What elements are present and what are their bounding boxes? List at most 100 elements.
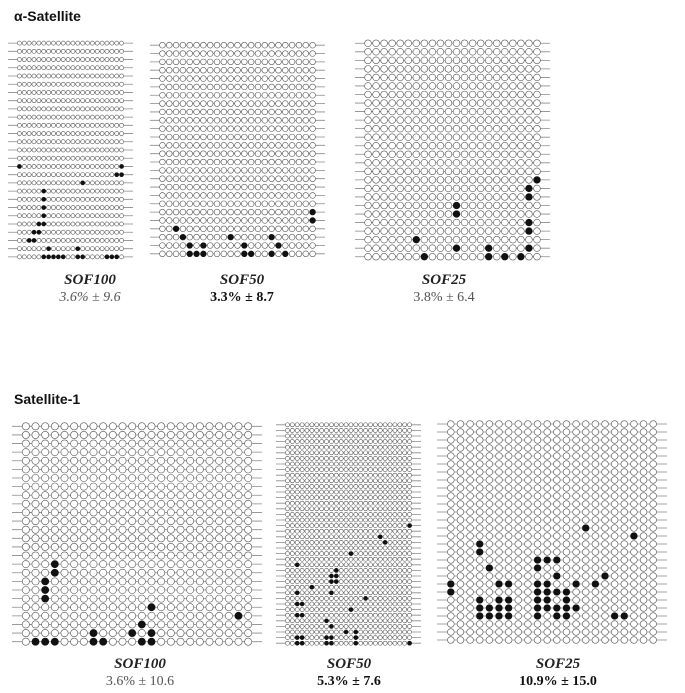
unmethylated-cpg [200, 133, 207, 141]
unmethylated-cpg [524, 564, 532, 572]
unmethylated-cpg [166, 431, 175, 439]
unmethylated-cpg [382, 534, 388, 540]
unmethylated-cpg [289, 495, 295, 500]
unmethylated-cpg [295, 167, 303, 174]
unmethylated-cpg [195, 482, 204, 491]
unmethylated-cpg [261, 250, 268, 257]
unmethylated-cpg [147, 422, 156, 431]
unmethylated-cpg [207, 67, 214, 74]
unmethylated-cpg [224, 534, 233, 543]
unmethylated-cpg [157, 594, 166, 603]
unmethylated-cpg [452, 227, 461, 235]
unmethylated-cpg [495, 532, 503, 540]
unmethylated-cpg [387, 635, 393, 640]
unmethylated-cpg [79, 508, 88, 517]
unmethylated-cpg [412, 56, 420, 65]
unmethylated-cpg [118, 551, 127, 560]
unmethylated-cpg [60, 180, 66, 186]
unmethylated-cpg [377, 523, 383, 528]
panel-caption-sat1-sof50: SOF50 5.3% ± 7.6 [259, 655, 439, 691]
unmethylated-cpg [460, 142, 469, 150]
unmethylated-cpg [247, 158, 255, 166]
unmethylated-cpg [368, 467, 373, 472]
unmethylated-cpg [504, 476, 513, 484]
unmethylated-cpg [509, 107, 517, 116]
unmethylated-cpg [392, 523, 398, 528]
unmethylated-cpg [285, 472, 290, 478]
unmethylated-cpg [294, 500, 300, 506]
unmethylated-cpg [166, 200, 173, 207]
unmethylated-cpg [404, 99, 412, 107]
unmethylated-cpg [36, 57, 42, 62]
unmethylated-cpg [343, 534, 349, 540]
unmethylated-cpg [649, 484, 657, 492]
unmethylated-cpg [295, 175, 303, 182]
unmethylated-cpg [299, 523, 305, 528]
unmethylated-cpg [21, 525, 30, 534]
unmethylated-cpg [348, 540, 354, 545]
unmethylated-cpg [94, 65, 100, 71]
unmethylated-cpg [299, 472, 305, 478]
unmethylated-cpg [620, 492, 628, 500]
unmethylated-cpg [412, 142, 420, 150]
unmethylated-cpg [159, 158, 166, 166]
methylated-cpg [452, 210, 461, 218]
unmethylated-cpg [572, 484, 580, 492]
unmethylated-cpg [501, 99, 509, 107]
unmethylated-cpg [382, 601, 388, 607]
unmethylated-cpg [295, 75, 303, 82]
unmethylated-cpg [261, 150, 268, 157]
unmethylated-cpg [456, 492, 465, 500]
unmethylated-cpg [55, 106, 61, 112]
unmethylated-cpg [137, 594, 146, 603]
unmethylated-cpg [70, 551, 79, 560]
unmethylated-cpg [447, 596, 455, 604]
unmethylated-cpg [485, 184, 493, 193]
unmethylated-cpg [329, 484, 334, 489]
unmethylated-cpg [294, 596, 300, 601]
unmethylated-cpg [495, 636, 503, 644]
condition-label: SOF50 [326, 656, 372, 672]
unmethylated-cpg [79, 543, 88, 551]
unmethylated-cpg [70, 525, 79, 534]
unmethylated-cpg [639, 636, 648, 644]
unmethylated-cpg [79, 603, 88, 612]
unmethylated-cpg [392, 450, 398, 456]
unmethylated-cpg [70, 172, 76, 178]
unmethylated-cpg [388, 65, 396, 73]
unmethylated-cpg [495, 588, 503, 596]
unmethylated-cpg [41, 106, 47, 112]
unmethylated-cpg [247, 58, 255, 66]
unmethylated-cpg [215, 491, 224, 500]
unmethylated-cpg [388, 218, 396, 227]
unmethylated-cpg [80, 213, 86, 219]
methylated-cpg [476, 612, 484, 620]
unmethylated-cpg [179, 208, 187, 216]
unmethylated-cpg [227, 208, 234, 216]
unmethylated-cpg [46, 172, 51, 178]
unmethylated-cpg [572, 460, 580, 468]
unmethylated-cpg [319, 517, 324, 523]
unmethylated-cpg [447, 548, 455, 556]
unmethylated-cpg [159, 142, 166, 149]
unmethylated-cpg [85, 229, 90, 235]
unmethylated-cpg [234, 551, 243, 560]
unmethylated-cpg [372, 39, 380, 47]
unmethylated-cpg [114, 213, 120, 219]
unmethylated-cpg [353, 500, 359, 506]
unmethylated-cpg [525, 39, 533, 47]
unmethylated-cpg [60, 517, 69, 525]
unmethylated-cpg [353, 428, 359, 433]
unmethylated-cpg [21, 246, 27, 252]
unmethylated-cpg [213, 250, 221, 257]
unmethylated-cpg [60, 525, 69, 534]
unmethylated-cpg [388, 235, 396, 244]
unmethylated-cpg [358, 478, 364, 484]
unmethylated-cpg [460, 253, 469, 261]
unmethylated-cpg [215, 560, 224, 569]
unmethylated-cpg [524, 508, 532, 516]
unmethylated-cpg [338, 528, 344, 534]
unmethylated-cpg [533, 244, 541, 252]
unmethylated-cpg [147, 525, 156, 534]
unmethylated-cpg [31, 139, 37, 145]
